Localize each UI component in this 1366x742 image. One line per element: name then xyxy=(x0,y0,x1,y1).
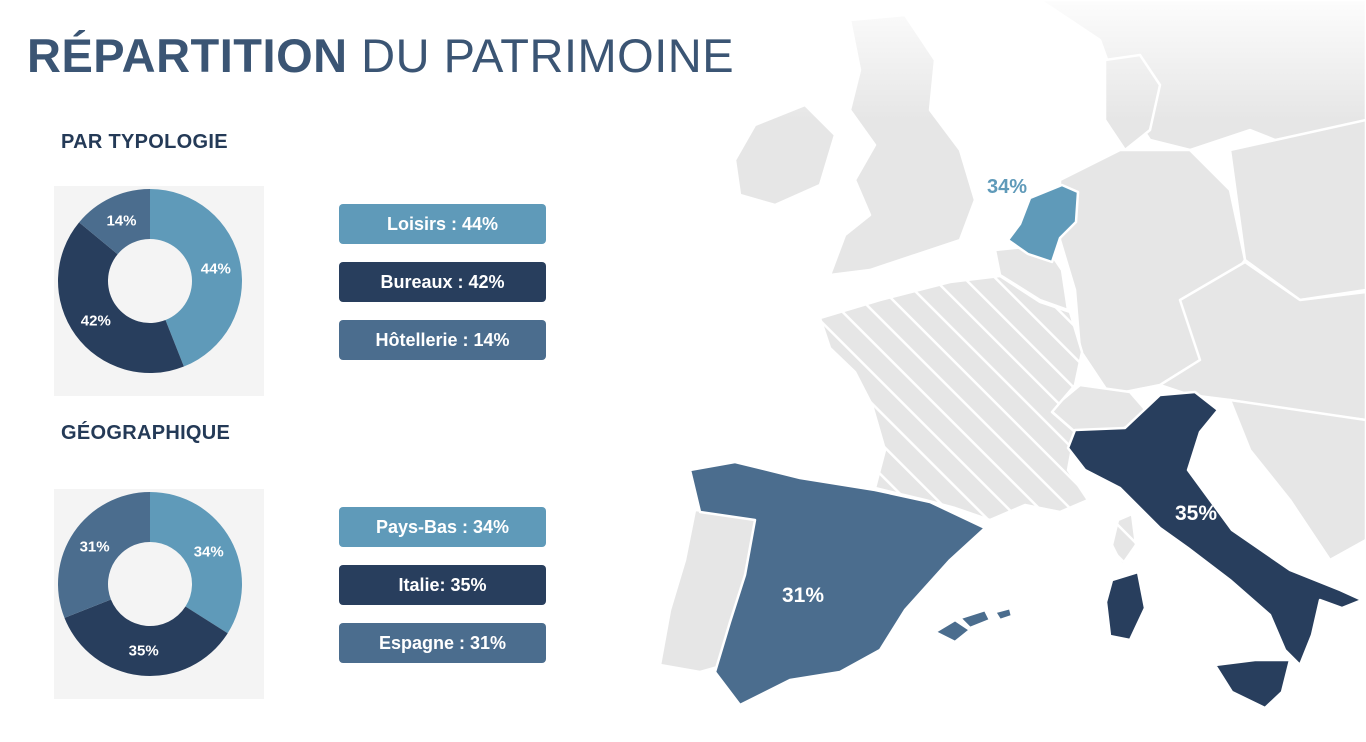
donut-slice-italie xyxy=(64,599,228,676)
legend-pill-espagne: Espagne : 31% xyxy=(339,623,546,663)
donut-label-espagne: 31% xyxy=(80,538,110,555)
legend-geographique: Pays-Bas : 34% Italie: 35% Espagne : 31% xyxy=(339,507,546,681)
legend-typologie: Loisirs : 44% Bureaux : 42% Hôtellerie : 1… xyxy=(339,204,546,378)
donut-card-typologie: 44% 42% 14% xyxy=(54,186,264,396)
map-spain xyxy=(688,460,987,707)
legend-pill-italie: Italie: 35% xyxy=(339,565,546,605)
map-balkans xyxy=(1228,398,1366,562)
donut-label-hotellerie: 14% xyxy=(106,212,136,229)
legend-pill-hotellerie: Hôtellerie : 14% xyxy=(339,320,546,360)
donut-slice-espagne xyxy=(57,492,150,618)
map-sicily xyxy=(1213,658,1292,710)
map-label-spain: 31% xyxy=(782,584,824,607)
legend-pill-bureaux: Bureaux : 42% xyxy=(339,262,546,302)
donut-label-loisirs: 44% xyxy=(201,260,231,277)
map-italy xyxy=(1066,390,1364,667)
donut-label-italie: 35% xyxy=(129,643,159,660)
donut-slice-loisirs xyxy=(150,189,243,367)
legend-pill-loisirs: Loisirs : 44% xyxy=(339,204,546,244)
map-balearic xyxy=(933,606,1014,644)
page-title: RÉPARTITION DU PATRIMOINE xyxy=(27,26,734,86)
map-netherlands xyxy=(1006,183,1080,264)
map-label-italy: 35% xyxy=(1175,502,1217,525)
donut-slice-hotellerie xyxy=(79,189,150,255)
section-title-typologie: PAR TYPOLOGIE xyxy=(61,131,228,153)
donut-chart-typologie: 44% 42% 14% xyxy=(57,189,243,373)
donut-label-pays-bas: 34% xyxy=(194,544,224,561)
page-title-strong: RÉPARTITION xyxy=(27,29,348,82)
map-france xyxy=(818,274,1090,522)
legend-pill-pays-bas: Pays-Bas : 34% xyxy=(339,507,546,547)
donut-chart-geographique: 34% 35% 31% xyxy=(57,492,242,676)
page-title-rest: DU PATRIMOINE xyxy=(347,29,735,82)
map-sardinia xyxy=(1104,570,1147,642)
map-corsica xyxy=(1110,512,1138,567)
donut-label-bureaux: 42% xyxy=(81,312,111,329)
donut-slice-bureaux xyxy=(57,222,184,373)
donut-card-geographique: 34% 35% 31% xyxy=(54,489,264,699)
map-label-netherlands: 34% xyxy=(987,176,1027,198)
section-title-geographique: GÉOGRAPHIQUE xyxy=(61,422,231,444)
donut-slice-pays-bas xyxy=(150,492,242,634)
